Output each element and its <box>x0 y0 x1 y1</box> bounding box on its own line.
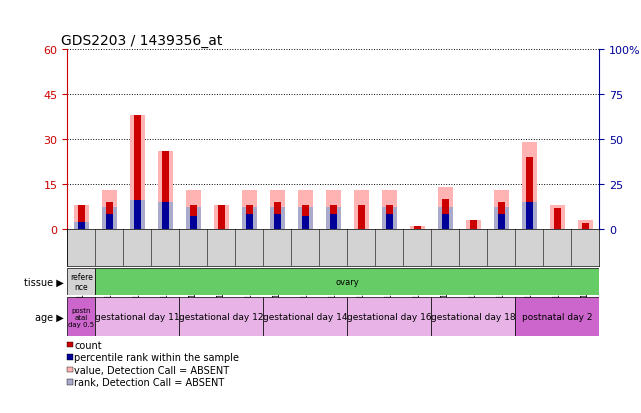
Text: postn
atal
day 0.5: postn atal day 0.5 <box>68 307 94 327</box>
Bar <box>246 215 253 229</box>
Text: gestational day 11: gestational day 11 <box>95 313 179 321</box>
Text: gestational day 14: gestational day 14 <box>263 313 347 321</box>
Bar <box>246 205 253 229</box>
Bar <box>494 190 509 229</box>
Bar <box>330 215 337 229</box>
Text: postnatal day 2: postnatal day 2 <box>522 313 592 321</box>
Bar <box>526 202 533 229</box>
Bar <box>129 200 145 229</box>
Text: rank, Detection Call = ABSENT: rank, Detection Call = ABSENT <box>74 377 224 387</box>
Bar <box>442 215 449 229</box>
Text: ovary: ovary <box>335 278 359 286</box>
Bar <box>134 116 141 229</box>
Text: value, Detection Call = ABSENT: value, Detection Call = ABSENT <box>74 365 229 375</box>
Bar <box>274 215 281 229</box>
Bar <box>96 297 179 337</box>
Bar <box>129 116 145 229</box>
Text: refere
nce: refere nce <box>70 272 93 292</box>
Bar <box>582 223 589 229</box>
Bar <box>74 222 89 229</box>
Bar <box>438 208 453 229</box>
Bar <box>158 202 173 229</box>
Text: GDS2203 / 1439356_at: GDS2203 / 1439356_at <box>61 33 222 47</box>
Bar <box>554 208 561 229</box>
Bar <box>522 142 537 229</box>
Bar <box>297 190 313 229</box>
Bar <box>347 297 431 337</box>
Bar <box>302 217 309 229</box>
Bar <box>326 190 341 229</box>
Text: gestational day 12: gestational day 12 <box>179 313 263 321</box>
Bar <box>526 157 533 229</box>
Bar <box>213 205 229 229</box>
Bar <box>515 297 599 337</box>
Bar <box>67 297 96 337</box>
Bar <box>190 205 197 229</box>
Bar <box>330 205 337 229</box>
Bar <box>162 152 169 229</box>
Bar <box>410 226 425 229</box>
Bar <box>494 208 509 229</box>
Bar <box>522 202 537 229</box>
Bar <box>381 190 397 229</box>
Bar <box>242 208 257 229</box>
Bar <box>498 215 505 229</box>
Bar <box>270 208 285 229</box>
Bar <box>74 205 89 229</box>
Bar <box>102 190 117 229</box>
Bar <box>414 226 421 229</box>
Bar <box>465 220 481 229</box>
Bar <box>134 200 141 229</box>
Bar <box>326 208 341 229</box>
Text: count: count <box>74 340 102 350</box>
Bar <box>386 205 393 229</box>
Bar <box>67 268 96 295</box>
Bar <box>578 220 593 229</box>
Bar <box>162 202 169 229</box>
Bar <box>218 205 225 229</box>
Bar <box>297 208 313 229</box>
Bar <box>186 208 201 229</box>
Bar <box>354 190 369 229</box>
Text: tissue ▶: tissue ▶ <box>24 277 64 287</box>
Bar <box>470 220 477 229</box>
Bar <box>78 205 85 229</box>
Text: percentile rank within the sample: percentile rank within the sample <box>74 352 239 362</box>
Bar <box>242 190 257 229</box>
Bar <box>358 205 365 229</box>
Bar <box>263 297 347 337</box>
Bar <box>186 190 201 229</box>
Bar <box>179 297 263 337</box>
Bar <box>274 202 281 229</box>
Bar <box>106 202 113 229</box>
Bar <box>438 188 453 229</box>
Bar <box>270 190 285 229</box>
Bar <box>158 152 173 229</box>
Bar <box>442 199 449 229</box>
Bar <box>381 208 397 229</box>
Text: gestational day 16: gestational day 16 <box>347 313 431 321</box>
Bar <box>190 217 197 229</box>
Bar <box>302 205 309 229</box>
Bar <box>386 215 393 229</box>
Bar <box>102 208 117 229</box>
Bar <box>431 297 515 337</box>
Bar <box>78 222 85 229</box>
Text: gestational day 18: gestational day 18 <box>431 313 515 321</box>
Bar <box>498 202 505 229</box>
Text: age ▶: age ▶ <box>35 312 64 322</box>
Bar <box>106 215 113 229</box>
Bar <box>549 205 565 229</box>
